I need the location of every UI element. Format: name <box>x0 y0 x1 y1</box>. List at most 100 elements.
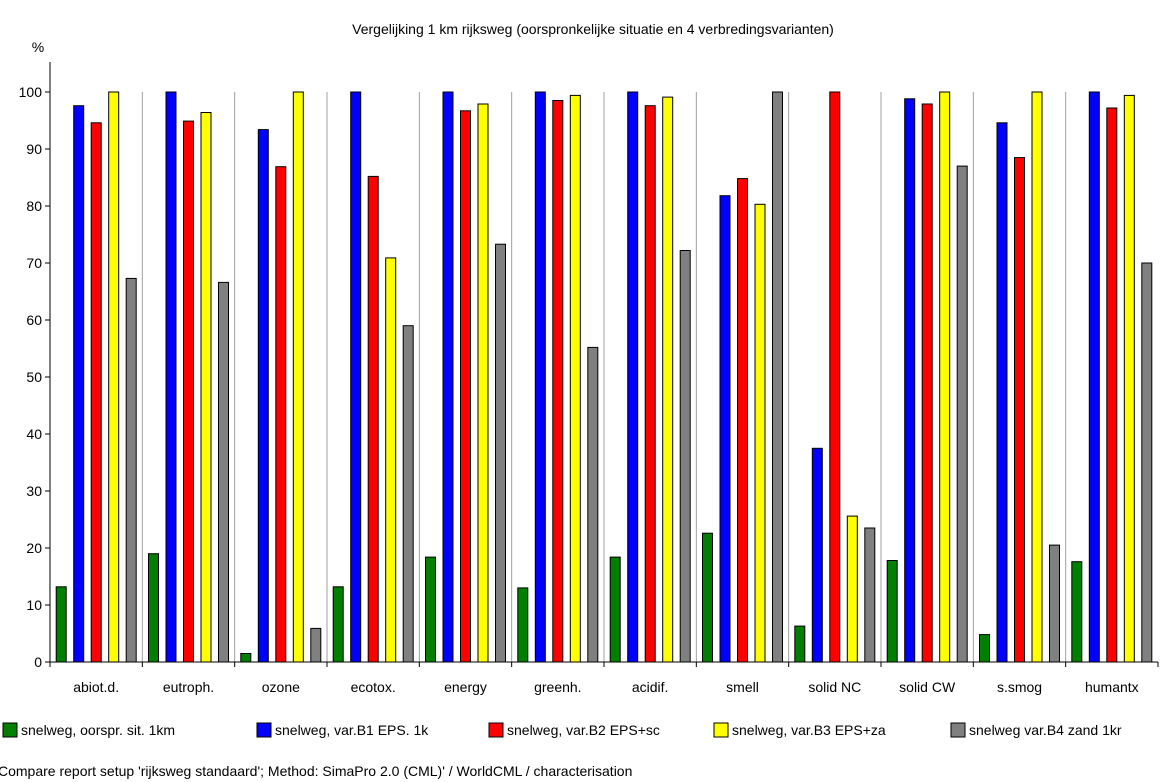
bar <box>1031 91 1043 663</box>
bar <box>904 98 916 663</box>
bar <box>73 105 85 663</box>
bar <box>125 277 137 663</box>
legend-swatch <box>950 722 966 738</box>
bar <box>385 257 397 663</box>
bar <box>55 586 67 663</box>
bar <box>702 532 713 663</box>
bar <box>425 556 436 663</box>
legend-swatch <box>2 722 18 738</box>
bar <box>552 100 564 663</box>
bar <box>1049 544 1060 663</box>
y-tick-label: 100 <box>19 84 43 100</box>
category-label: abiot.d. <box>73 679 119 695</box>
y-tick-label: 10 <box>26 597 42 613</box>
bar <box>1141 262 1153 663</box>
legend-label: snelweg, var.B2 EPS+sc <box>507 722 660 738</box>
bar <box>1106 107 1118 663</box>
bar <box>921 103 933 663</box>
y-tick-label: 90 <box>26 141 42 157</box>
bar <box>587 346 599 663</box>
y-tick-label: 40 <box>26 426 42 442</box>
legend: snelweg, oorspr. sit. 1km snelweg, var.B1… <box>2 722 1122 738</box>
bar <box>517 587 529 663</box>
bar <box>148 553 159 663</box>
bar <box>442 91 454 663</box>
bar <box>332 586 344 663</box>
bar <box>1071 561 1083 663</box>
bar <box>886 560 898 663</box>
y-tick-label: 70 <box>26 255 42 271</box>
legend-swatch <box>488 722 504 738</box>
bar <box>477 103 489 663</box>
bar <box>979 634 990 663</box>
bar <box>737 178 748 663</box>
bar <box>644 105 656 663</box>
bar <box>996 122 1008 663</box>
category-label: smell <box>726 679 759 695</box>
category-label: acidif. <box>632 679 669 695</box>
bar <box>200 112 212 663</box>
bar <box>1088 91 1100 663</box>
legend-label: snelweg, var.B1 EPS. 1k <box>275 722 429 738</box>
plot-area: 0 10 20 30 40 50 60 70 80 90 100 abiot.d. eutroph. oz… <box>19 62 1159 695</box>
legend-label: snelweg, oorspr. sit. 1km <box>21 722 175 738</box>
bar <box>1014 157 1025 663</box>
report-footer: Compare report setup 'rijksweg standaard… <box>0 763 632 779</box>
y-tick-label: 80 <box>26 198 42 214</box>
bar <box>1123 94 1135 663</box>
bar <box>257 129 269 663</box>
bar <box>719 195 731 663</box>
legend-label: snelweg, var.B3 EPS+za <box>732 722 886 738</box>
bar <box>460 110 471 663</box>
chart-title: Vergelijking 1 km rijksweg (oorspronkeli… <box>352 21 834 37</box>
bar <box>240 653 252 663</box>
category-label: greenh. <box>534 679 581 695</box>
bar <box>350 91 362 663</box>
bar <box>218 281 229 663</box>
category-label: energy <box>444 679 487 695</box>
legend-swatch <box>713 722 729 738</box>
bar <box>183 120 194 663</box>
y-tick-label: 50 <box>26 369 42 385</box>
bar <box>495 243 506 663</box>
category-label: ecotox. <box>351 679 396 695</box>
bar <box>829 91 841 663</box>
bar <box>939 91 951 663</box>
bar <box>402 325 414 663</box>
category-label: humantx <box>1085 679 1139 695</box>
category-label: s.smog <box>997 679 1042 695</box>
y-tick-label: 60 <box>26 312 42 328</box>
bar <box>292 91 304 663</box>
bar <box>846 515 858 663</box>
legend-label: snelweg var.B4 zand 1kr <box>969 722 1122 738</box>
bar <box>310 627 322 663</box>
bar <box>609 556 621 663</box>
bar <box>864 527 876 663</box>
bar <box>627 91 639 663</box>
bar <box>275 166 287 663</box>
bar <box>772 91 783 663</box>
bar <box>811 447 823 663</box>
y-tick-label: 0 <box>34 654 42 670</box>
legend-swatch <box>256 722 272 738</box>
bar <box>367 175 379 663</box>
y-axis-label: % <box>32 39 44 55</box>
bar <box>956 165 968 663</box>
category-label: solid CW <box>899 679 956 695</box>
bar <box>662 96 674 663</box>
bar <box>108 91 120 663</box>
bar <box>754 203 766 663</box>
bar <box>534 91 546 663</box>
y-tick-label: 30 <box>26 483 42 499</box>
bar <box>569 94 581 663</box>
bar <box>679 250 691 663</box>
bar <box>165 91 177 663</box>
category-label: ozone <box>262 679 300 695</box>
bar <box>794 625 806 663</box>
bar <box>90 122 102 663</box>
category-label: solid NC <box>808 679 861 695</box>
category-label: eutroph. <box>163 679 214 695</box>
y-tick-label: 20 <box>26 540 42 556</box>
